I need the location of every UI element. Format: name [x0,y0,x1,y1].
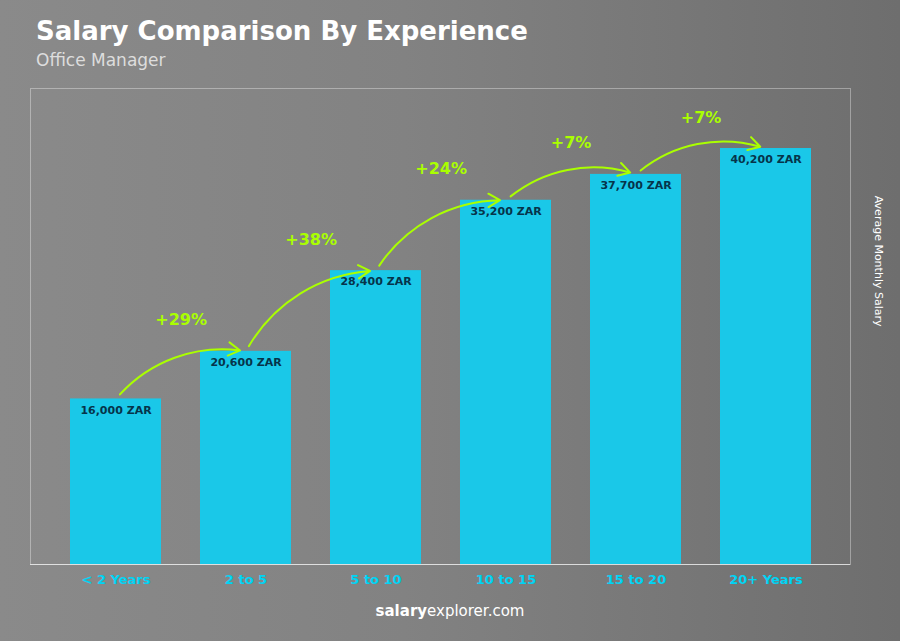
html-text:salary explorer.com: salary explorer.com [375,602,525,620]
svg-text:+29%: +29% [155,310,207,329]
html-text:Office Manager: Office Manager [36,50,166,70]
svg-text:< 2 Years: < 2 Years [82,572,151,587]
svg-text:Average Monthly Salary: Average Monthly Salary [872,196,885,327]
svg-text:+24%: +24% [415,159,467,178]
svg-text:20+ Years: 20+ Years [729,572,803,587]
svg-text:35,200 ZAR: 35,200 ZAR [470,205,542,218]
svg-text:37,700 ZAR: 37,700 ZAR [600,179,672,192]
svg-text:2 to 5: 2 to 5 [225,572,267,587]
svg-text:16,000 ZAR: 16,000 ZAR [80,404,152,417]
svg-text:+7%: +7% [551,133,592,152]
svg-text:+7%: +7% [681,108,722,127]
svg-text:28,400 ZAR: 28,400 ZAR [340,275,412,288]
svg-text:10 to 15: 10 to 15 [476,572,536,587]
svg-text:20,600 ZAR: 20,600 ZAR [210,356,282,369]
html-text:Salary Comparison By Experienc: Salary Comparison By Experience [36,16,528,46]
svg-text:40,200 ZAR: 40,200 ZAR [730,153,802,166]
svg-text:15 to 20: 15 to 20 [606,572,666,587]
svg-text:5 to 10: 5 to 10 [350,572,401,587]
svg-text:+38%: +38% [285,230,337,249]
